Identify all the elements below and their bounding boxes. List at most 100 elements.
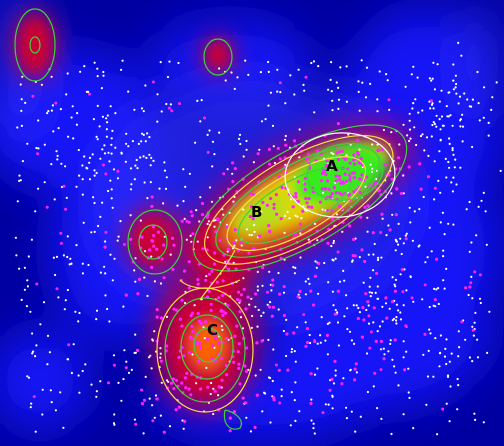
white-dot: [146, 294, 149, 298]
magenta-dot: [313, 339, 317, 344]
white-dot: [470, 241, 473, 244]
white-dot: [461, 125, 465, 128]
white-dot: [437, 287, 440, 290]
white-dot: [87, 263, 90, 267]
white-dot: [445, 362, 448, 366]
white-dot: [378, 325, 382, 328]
white-dot: [444, 347, 447, 350]
white-dot: [259, 368, 262, 371]
white-dot: [459, 166, 462, 169]
white-dot: [412, 102, 415, 105]
white-dot: [409, 137, 412, 140]
white-dot: [369, 163, 372, 166]
magenta-dot: [32, 395, 36, 399]
magenta-dot: [346, 193, 350, 197]
white-dot: [417, 245, 420, 248]
background-patch: [460, 0, 500, 120]
magenta-dot: [243, 364, 247, 368]
white-dot: [334, 257, 337, 260]
magenta-dot: [380, 212, 384, 216]
white-dot: [380, 417, 383, 420]
white-dot: [307, 277, 310, 280]
white-dot: [104, 272, 107, 275]
magenta-dot: [330, 217, 334, 221]
white-dot: [402, 340, 405, 343]
white-dot: [182, 200, 185, 203]
white-dot: [129, 188, 133, 191]
contour-peak-a-inner: [306, 143, 384, 201]
white-dot: [99, 157, 102, 160]
white-dot: [455, 92, 458, 95]
contour-peak-a: [284, 132, 396, 218]
white-dot: [150, 255, 153, 258]
white-dot: [112, 168, 116, 171]
white-dot: [434, 337, 437, 340]
white-dot: [402, 413, 405, 416]
white-dot: [407, 391, 410, 394]
magenta-dot: [282, 285, 286, 289]
magenta-dot: [211, 332, 215, 336]
white-dot: [412, 65, 415, 68]
white-dot: [150, 367, 153, 370]
white-dot: [303, 89, 306, 92]
white-dot: [92, 118, 95, 121]
white-dot: [332, 239, 335, 243]
white-dot: [419, 134, 423, 138]
magenta-dot: [219, 309, 223, 313]
white-dot: [486, 351, 489, 354]
white-dot: [342, 377, 345, 380]
white-dot: [355, 371, 358, 374]
white-dot: [251, 314, 254, 318]
white-dot: [343, 315, 346, 318]
white-dot: [260, 210, 263, 213]
magenta-dot: [104, 172, 108, 176]
white-dot: [449, 114, 452, 117]
white-dot: [402, 242, 405, 245]
white-dot: [95, 171, 98, 175]
magenta-dot: [277, 368, 281, 372]
white-dot: [31, 350, 35, 353]
white-dot: [169, 253, 172, 256]
white-dot: [433, 198, 436, 201]
white-dot: [27, 255, 30, 258]
white-dot: [30, 402, 33, 405]
white-dot: [297, 68, 300, 71]
white-dot: [206, 133, 209, 136]
white-dot: [380, 256, 383, 259]
white-dot: [391, 213, 394, 216]
magenta-dot: [339, 181, 343, 185]
magenta-dot: [306, 340, 310, 345]
white-dot: [408, 139, 411, 143]
magenta-dot: [54, 101, 58, 105]
contour-ridge: [203, 134, 394, 265]
white-dot: [313, 432, 316, 435]
white-dot: [41, 413, 44, 416]
white-dot: [373, 242, 376, 246]
white-dot: [346, 328, 349, 331]
white-dot: [482, 191, 485, 194]
magenta-dot: [189, 210, 193, 214]
region-label-c: C: [207, 321, 218, 339]
white-dot: [56, 158, 59, 161]
white-dot: [439, 128, 442, 131]
white-dot: [110, 143, 113, 146]
white-dot: [426, 256, 429, 259]
white-dot: [50, 109, 54, 112]
magenta-dot: [261, 266, 265, 270]
white-dot: [133, 178, 136, 181]
magenta-dot: [134, 422, 138, 426]
magenta-dot: [235, 324, 239, 328]
magenta-dot: [155, 315, 159, 319]
white-dot: [439, 221, 442, 224]
white-dot: [40, 83, 44, 86]
white-dot: [390, 192, 393, 195]
white-dot: [103, 144, 106, 147]
magenta-dot: [225, 373, 229, 377]
magenta-dot: [292, 139, 297, 143]
white-dot: [244, 59, 247, 62]
white-dot: [210, 381, 213, 385]
white-dot: [35, 146, 38, 150]
magenta-dot: [348, 161, 352, 165]
white-dot: [254, 305, 257, 308]
white-dot: [23, 288, 26, 291]
